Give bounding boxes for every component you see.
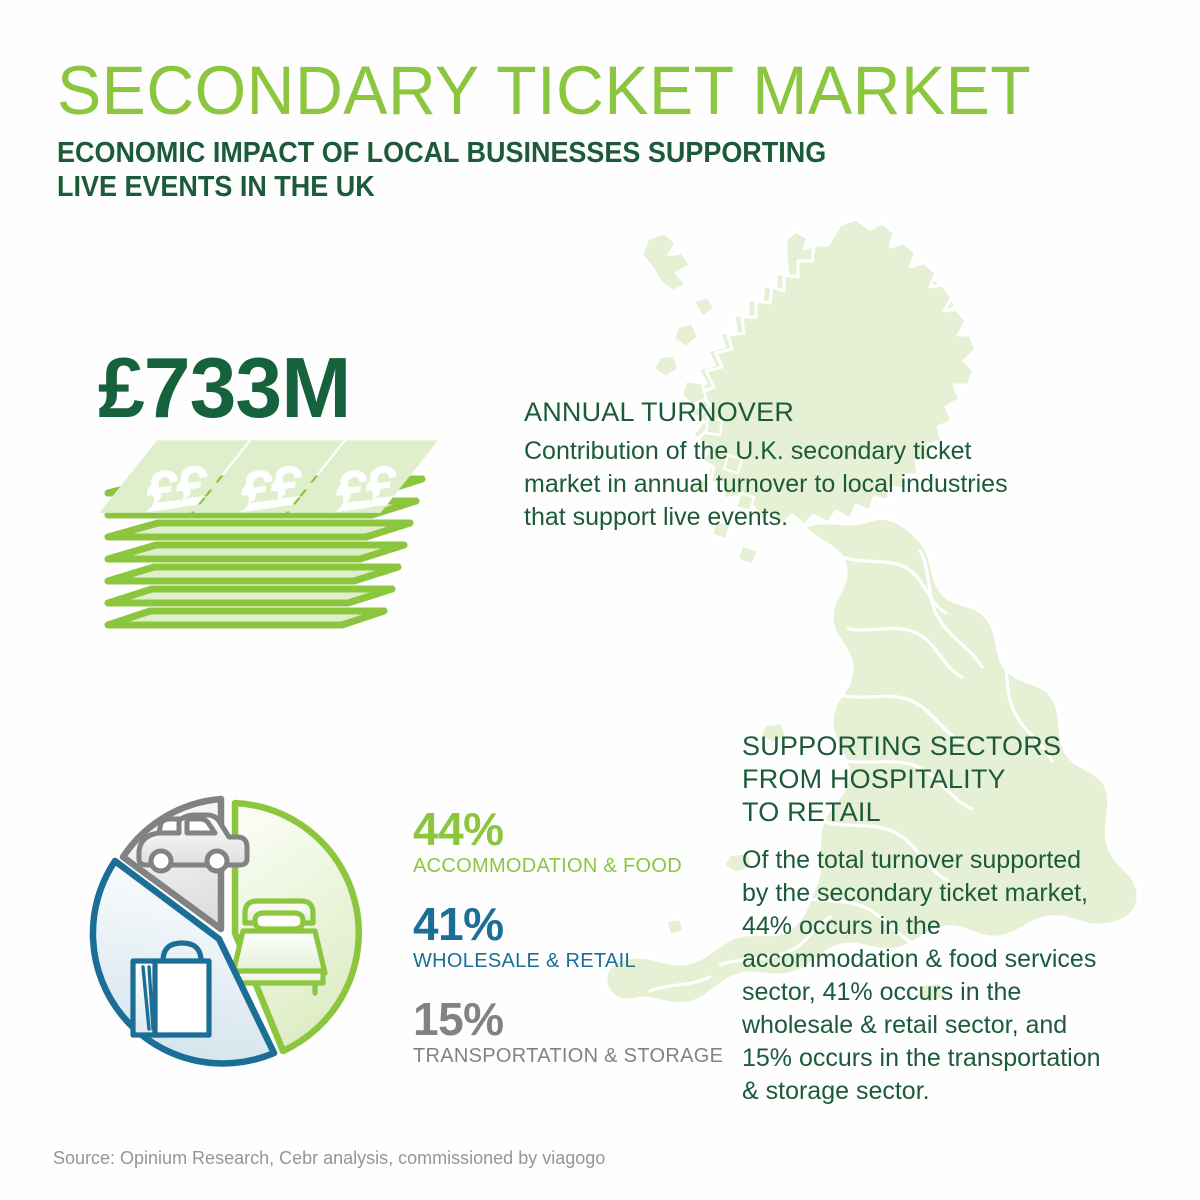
pie-slice-transportation-storage[interactable] <box>119 795 250 933</box>
legend-percent: 44% <box>413 803 504 855</box>
legend-label: TRANSPORTATION & STORAGE <box>413 1045 724 1067</box>
bed-icon <box>230 898 328 996</box>
legend-item-wholesale-retail[interactable]: 41% WHOLESALE & RETAIL <box>413 900 723 973</box>
legend-percent: 41% <box>413 898 504 950</box>
supporting-sectors-heading: SUPPORTING SECTORS FROM HOSPITALITY TO R… <box>742 731 1062 827</box>
legend-label: ACCOMMODATION & FOOD <box>413 855 682 877</box>
pie-slice-wholesale-retail[interactable] <box>89 857 278 1067</box>
source-note: Source: Opinium Research, Cebr analysis,… <box>53 1148 606 1168</box>
shopping-bag-icon <box>130 940 212 1038</box>
pie-slice-accommodation-food[interactable] <box>230 799 363 1055</box>
legend-item-accommodation-food[interactable]: 44% ACCOMMODATION & FOOD <box>413 805 723 878</box>
header: SECONDARY TICKET MARKET ECONOMIC IMPACT … <box>57 55 1072 204</box>
supporting-sectors-text-block: SUPPORTING SECTORS FROM HOSPITALITY TO R… <box>742 730 1102 1108</box>
annual-turnover-heading: ANNUAL TURNOVER <box>524 397 795 427</box>
legend-label: WHOLESALE & RETAIL <box>413 950 636 972</box>
annual-turnover-text-block: ANNUAL TURNOVER Contribution of the U.K.… <box>524 396 1034 534</box>
annual-turnover-figure: £733M <box>98 345 448 742</box>
sector-pie-chart <box>85 785 385 1090</box>
annual-turnover-body: Contribution of the U.K. secondary ticke… <box>524 437 1008 531</box>
pie-legend: 44% ACCOMMODATION & FOOD 41% WHOLESALE &… <box>413 805 723 1090</box>
legend-item-transportation-storage[interactable]: 15% TRANSPORTATION & STORAGE <box>413 995 723 1068</box>
supporting-sectors-body: Of the total turnover supported by the s… <box>742 846 1101 1105</box>
car-icon <box>136 812 250 874</box>
banknote-stack-svg <box>99 440 439 629</box>
page-title: SECONDARY TICKET MARKET <box>57 52 1032 129</box>
pie-chart-svg <box>89 795 363 1067</box>
money-amount-label: £733M <box>98 341 351 436</box>
page-subtitle: ECONOMIC IMPACT OF LOCAL BUSINESSES SUPP… <box>57 137 827 203</box>
banknote-stack-icon <box>98 437 448 742</box>
legend-percent: 15% <box>413 993 504 1045</box>
